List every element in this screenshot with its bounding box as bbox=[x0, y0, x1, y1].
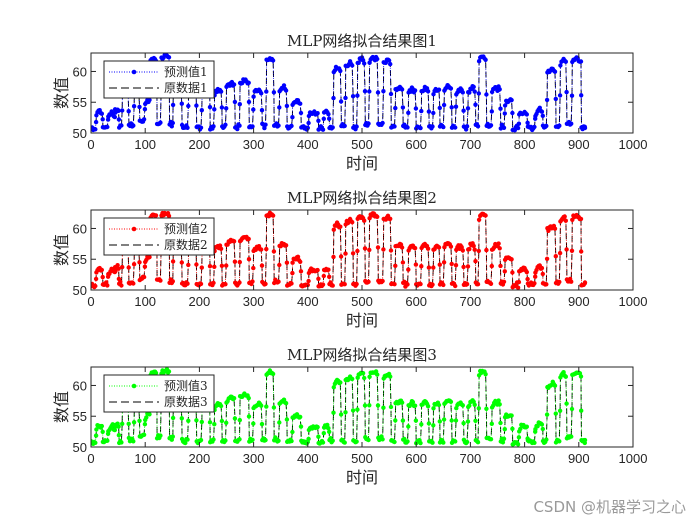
x-tick-label: 800 bbox=[514, 451, 536, 466]
x-tick-label: 0 bbox=[87, 294, 94, 309]
chart-title: MLP网络拟合结果图1 bbox=[287, 32, 437, 50]
x-tick-label: 300 bbox=[243, 451, 265, 466]
x-tick-label: 400 bbox=[297, 451, 319, 466]
x-tick-label: 0 bbox=[87, 137, 94, 152]
x-tick-label: 1000 bbox=[619, 137, 648, 152]
x-tick-label: 300 bbox=[243, 137, 265, 152]
x-tick-label: 400 bbox=[297, 137, 319, 152]
y-tick-label: 50 bbox=[73, 440, 87, 455]
x-tick-label: 200 bbox=[189, 294, 211, 309]
x-tick-label: 1000 bbox=[619, 294, 648, 309]
x-tick-label: 1000 bbox=[619, 451, 648, 466]
x-tick-label: 700 bbox=[460, 294, 482, 309]
x-tick-label: 900 bbox=[568, 137, 590, 152]
x-tick-label: 900 bbox=[568, 294, 590, 309]
y-tick-label: 60 bbox=[73, 221, 87, 236]
x-tick-label: 500 bbox=[351, 451, 373, 466]
x-tick-label: 800 bbox=[514, 137, 536, 152]
legend-label-predicted: 预测值2 bbox=[164, 221, 208, 236]
x-tick-label: 200 bbox=[189, 451, 211, 466]
chart-title: MLP网络拟合结果图3 bbox=[287, 346, 437, 364]
x-tick-label: 700 bbox=[460, 137, 482, 152]
plot-area bbox=[91, 53, 588, 133]
legend-label-original: 原数据2 bbox=[164, 237, 208, 252]
x-tick-label: 100 bbox=[134, 137, 156, 152]
x-tick-label: 800 bbox=[514, 294, 536, 309]
x-tick-label: 400 bbox=[297, 294, 319, 309]
legend-label-predicted: 预测值3 bbox=[164, 378, 208, 393]
y-tick-label: 60 bbox=[73, 64, 87, 79]
watermark: CSDN @机器学习之心 bbox=[533, 498, 686, 516]
y-tick-label: 50 bbox=[73, 126, 87, 141]
x-tick-label: 600 bbox=[405, 451, 427, 466]
plot-area bbox=[91, 210, 588, 290]
x-axis-label: 时间 bbox=[346, 468, 378, 487]
x-tick-label: 600 bbox=[405, 137, 427, 152]
y-axis-label: 数值 bbox=[52, 77, 71, 109]
x-tick-label: 500 bbox=[351, 294, 373, 309]
x-tick-label: 100 bbox=[134, 294, 156, 309]
x-tick-label: 900 bbox=[568, 451, 590, 466]
legend-label-original: 原数据3 bbox=[164, 394, 208, 409]
y-tick-label: 50 bbox=[73, 283, 87, 298]
x-tick-label: 100 bbox=[134, 451, 156, 466]
subplot-1: MLP网络拟合结果图1 0 100 200 300 400 500 600 700 800 900 1… bbox=[52, 32, 647, 173]
y-tick-label: 60 bbox=[73, 378, 87, 393]
y-tick-label: 55 bbox=[73, 252, 87, 267]
x-tick-label: 0 bbox=[87, 451, 94, 466]
series-predicted-markers bbox=[91, 210, 588, 290]
x-axis-label: 时间 bbox=[346, 154, 378, 173]
legend-label-original: 原数据1 bbox=[164, 80, 208, 95]
x-tick-label: 200 bbox=[189, 137, 211, 152]
x-tick-label: 300 bbox=[243, 294, 265, 309]
legend-label-predicted: 预测值1 bbox=[164, 64, 208, 79]
subplot-2: MLP网络拟合结果图2 0 100 200 300 400 500 600 700 800 900 1… bbox=[52, 189, 647, 330]
x-tick-label: 600 bbox=[405, 294, 427, 309]
subplot-3: MLP网络拟合结果图3 0 100 200 300 400 500 600 700 800 900 1… bbox=[52, 346, 647, 487]
y-axis-label: 数值 bbox=[52, 234, 71, 266]
y-tick-label: 55 bbox=[73, 95, 87, 110]
x-tick-label: 700 bbox=[460, 451, 482, 466]
y-axis-label: 数值 bbox=[52, 391, 71, 423]
x-tick-label: 500 bbox=[351, 137, 373, 152]
y-tick-label: 55 bbox=[73, 409, 87, 424]
series-predicted-markers bbox=[91, 53, 588, 133]
chart-title: MLP网络拟合结果图2 bbox=[287, 189, 437, 207]
x-axis-label: 时间 bbox=[346, 311, 378, 330]
